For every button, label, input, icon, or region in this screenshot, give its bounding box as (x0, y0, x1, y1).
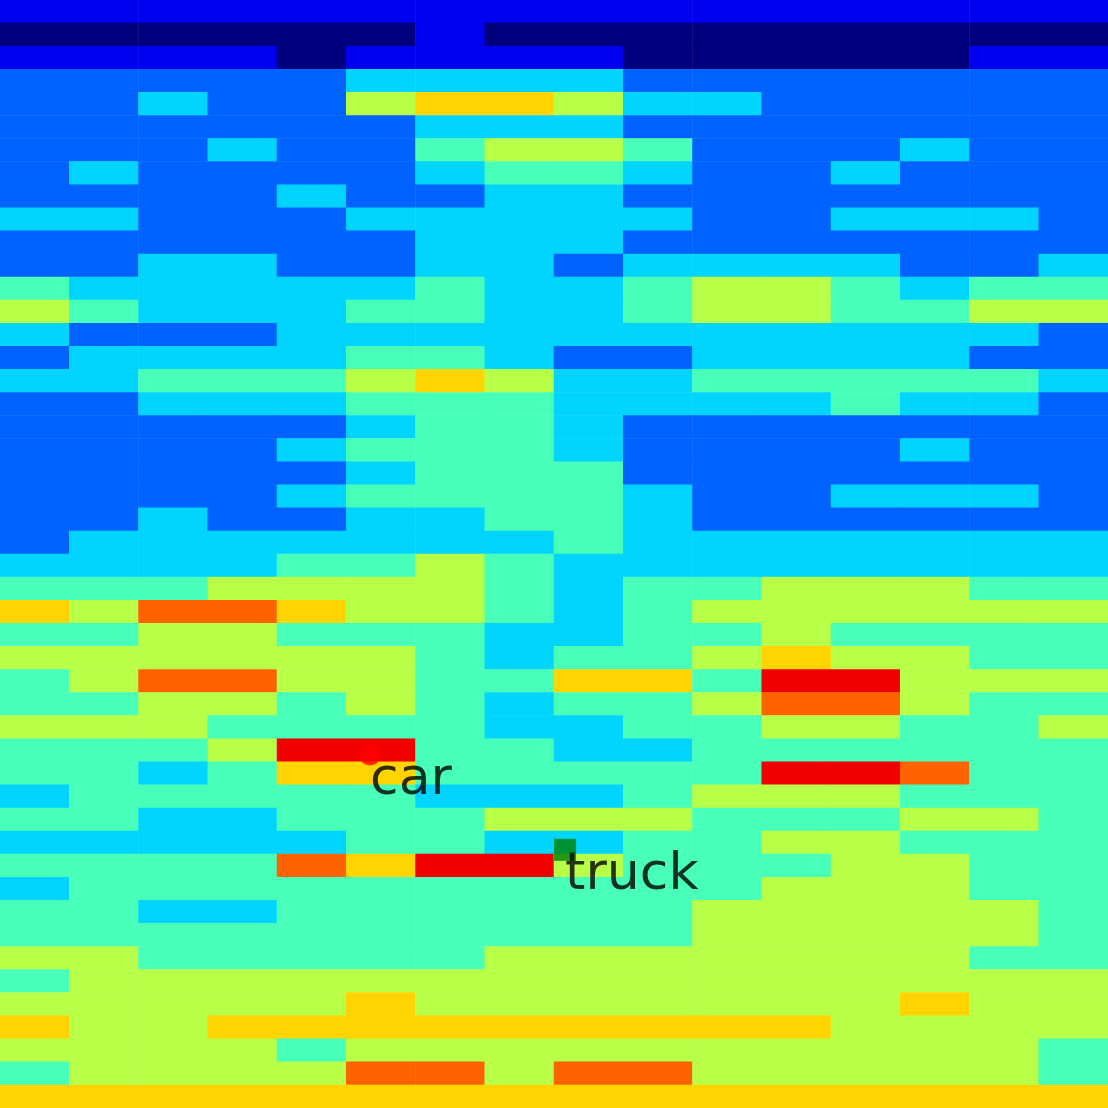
svg-text:car: car (370, 746, 452, 806)
svg-text:truck: truck (565, 841, 698, 901)
